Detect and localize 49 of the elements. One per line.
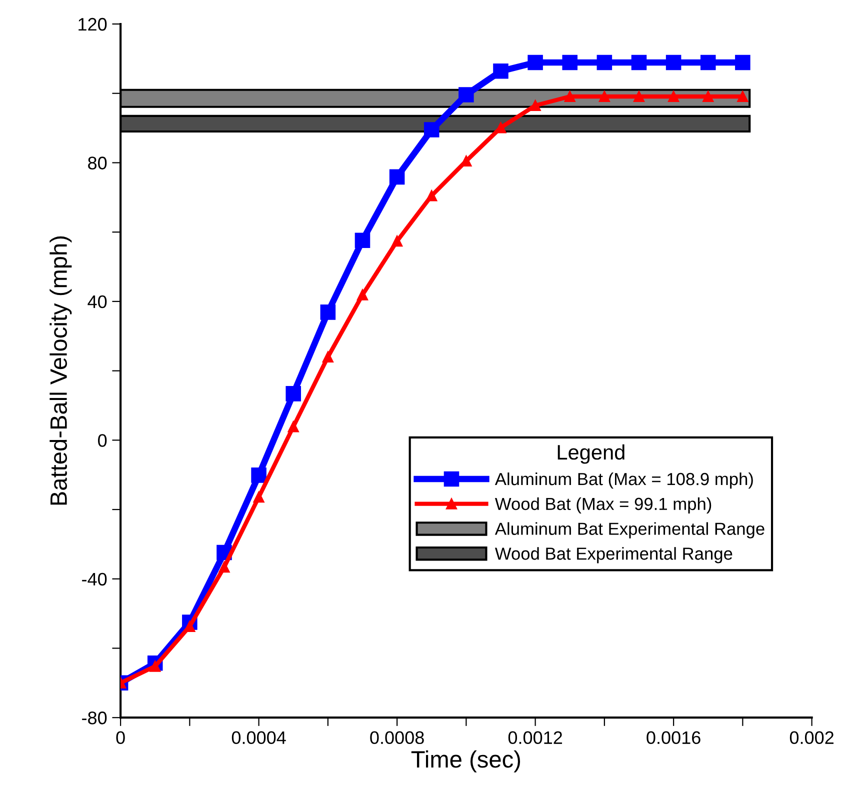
y-tick-label: 80	[88, 156, 107, 170]
point	[596, 54, 612, 70]
y-tick-label: 0	[98, 434, 107, 447]
point	[598, 90, 610, 102]
y-tick-label: -40	[82, 572, 107, 586]
point	[354, 232, 370, 248]
point	[702, 90, 714, 102]
point	[288, 421, 299, 432]
point	[391, 236, 403, 247]
point	[666, 54, 682, 70]
point	[631, 54, 647, 70]
x-tick-label: 0.0016	[646, 731, 700, 744]
y-axis-title: Batted-Ball Velocity (mph)	[50, 236, 72, 505]
point	[218, 562, 230, 573]
point	[389, 169, 405, 185]
point	[564, 90, 576, 102]
point	[737, 90, 748, 102]
point	[700, 54, 716, 70]
y-tick-label: 120	[78, 18, 107, 31]
point	[562, 54, 578, 70]
point	[668, 90, 680, 102]
y-tick-label: 40	[88, 295, 107, 308]
legend-title: Legend	[558, 444, 624, 464]
point	[460, 155, 472, 167]
point	[528, 54, 543, 70]
x-tick-label: 0.0008	[370, 731, 424, 744]
x-tick-label: 0.002	[790, 731, 834, 744]
point	[251, 468, 266, 483]
x-tick-label: 0.0004	[232, 731, 286, 744]
point	[322, 351, 334, 362]
x-tick-label: 0.0012	[508, 731, 562, 744]
point	[426, 190, 438, 202]
x-axis-title: Time (sec)	[411, 750, 520, 772]
point	[424, 122, 440, 138]
legend-label: Wood Bat (Max = 99.1 mph)	[494, 497, 712, 514]
x-tick-label: 0	[116, 731, 125, 744]
point	[633, 90, 645, 102]
legend-label: Aluminum Bat Experimental Range	[494, 522, 764, 538]
point	[356, 289, 368, 300]
point	[253, 491, 264, 503]
point	[458, 87, 474, 102]
point	[735, 54, 750, 70]
point	[530, 100, 541, 112]
point	[320, 304, 336, 320]
point	[493, 64, 508, 79]
y-tick-label: -80	[82, 712, 107, 724]
legend-label: Aluminum Bat (Max = 108.9 mph)	[494, 472, 753, 489]
point	[286, 386, 302, 402]
legend-label: Wood Bat Experimental Range	[494, 547, 732, 564]
